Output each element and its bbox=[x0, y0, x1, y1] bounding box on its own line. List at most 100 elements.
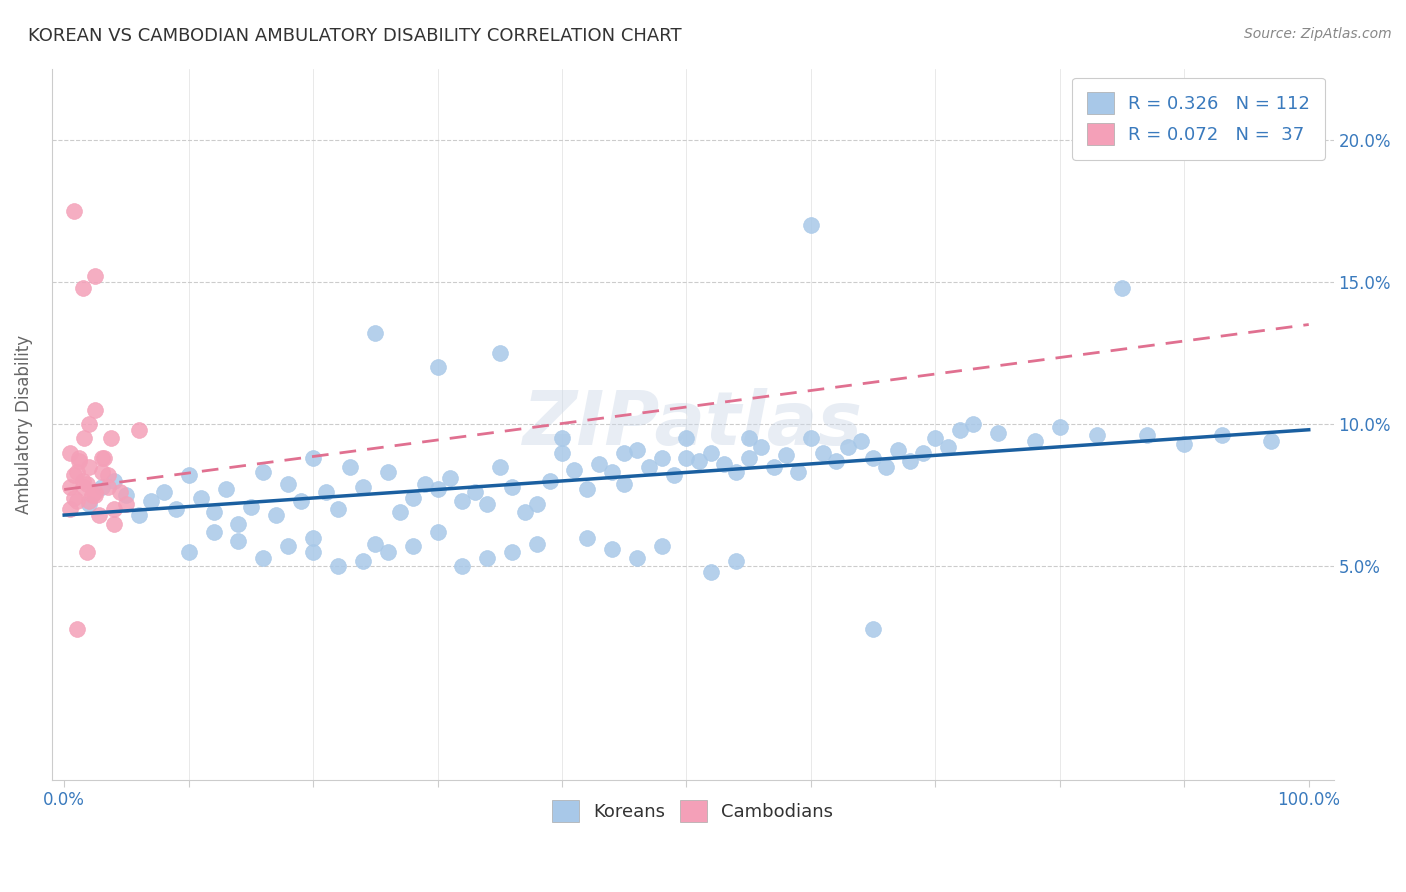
Point bbox=[66, 494, 89, 508]
Point bbox=[675, 431, 697, 445]
Point bbox=[538, 474, 561, 488]
Point bbox=[900, 454, 922, 468]
Point bbox=[413, 476, 436, 491]
Point bbox=[100, 431, 122, 445]
Point bbox=[302, 451, 325, 466]
Point bbox=[97, 480, 120, 494]
Point bbox=[1049, 420, 1071, 434]
Point bbox=[202, 505, 225, 519]
Point bbox=[84, 402, 107, 417]
Point bbox=[849, 434, 872, 449]
Point bbox=[93, 451, 115, 466]
Point bbox=[911, 445, 934, 459]
Point bbox=[862, 451, 884, 466]
Point bbox=[165, 502, 187, 516]
Point bbox=[1260, 434, 1282, 449]
Point bbox=[152, 485, 174, 500]
Point bbox=[575, 531, 598, 545]
Point bbox=[290, 494, 312, 508]
Point bbox=[315, 485, 337, 500]
Point bbox=[464, 485, 486, 500]
Point bbox=[501, 480, 523, 494]
Point bbox=[600, 466, 623, 480]
Point bbox=[252, 550, 274, 565]
Point bbox=[84, 269, 107, 284]
Point bbox=[177, 545, 200, 559]
Point bbox=[700, 565, 723, 579]
Point bbox=[962, 417, 984, 431]
Point bbox=[787, 466, 810, 480]
Point bbox=[77, 417, 100, 431]
Point bbox=[128, 423, 150, 437]
Point bbox=[987, 425, 1010, 440]
Point bbox=[97, 468, 120, 483]
Point bbox=[67, 451, 90, 466]
Point bbox=[128, 508, 150, 522]
Point bbox=[501, 545, 523, 559]
Point bbox=[302, 531, 325, 545]
Text: Source: ZipAtlas.com: Source: ZipAtlas.com bbox=[1244, 27, 1392, 41]
Point bbox=[63, 491, 86, 505]
Point bbox=[1136, 428, 1159, 442]
Point bbox=[936, 440, 959, 454]
Point bbox=[177, 468, 200, 483]
Point bbox=[1085, 428, 1108, 442]
Point bbox=[115, 488, 138, 502]
Point bbox=[63, 468, 86, 483]
Point bbox=[352, 480, 374, 494]
Point bbox=[252, 466, 274, 480]
Point bbox=[862, 622, 884, 636]
Point bbox=[762, 459, 785, 474]
Point bbox=[66, 466, 89, 480]
Point bbox=[326, 502, 349, 516]
Point bbox=[738, 451, 761, 466]
Point bbox=[90, 466, 112, 480]
Point bbox=[77, 497, 100, 511]
Point bbox=[364, 536, 387, 550]
Point bbox=[613, 476, 636, 491]
Point bbox=[613, 445, 636, 459]
Point bbox=[72, 280, 94, 294]
Point bbox=[451, 559, 474, 574]
Point bbox=[76, 545, 98, 559]
Point bbox=[651, 540, 673, 554]
Point bbox=[700, 445, 723, 459]
Point bbox=[339, 459, 361, 474]
Point bbox=[662, 468, 685, 483]
Point bbox=[202, 525, 225, 540]
Point bbox=[575, 483, 598, 497]
Point bbox=[588, 457, 610, 471]
Point bbox=[949, 423, 972, 437]
Point bbox=[688, 454, 710, 468]
Point bbox=[713, 457, 735, 471]
Point bbox=[77, 494, 100, 508]
Point bbox=[264, 508, 287, 522]
Point bbox=[72, 480, 94, 494]
Point bbox=[87, 508, 110, 522]
Point bbox=[66, 622, 89, 636]
Point bbox=[80, 488, 103, 502]
Point bbox=[526, 497, 548, 511]
Point bbox=[551, 431, 574, 445]
Point bbox=[103, 474, 125, 488]
Point bbox=[513, 505, 536, 519]
Point bbox=[439, 471, 461, 485]
Point bbox=[800, 218, 823, 232]
Point bbox=[76, 476, 98, 491]
Point bbox=[1024, 434, 1046, 449]
Point bbox=[837, 440, 859, 454]
Point bbox=[90, 480, 112, 494]
Point bbox=[190, 491, 212, 505]
Text: KOREAN VS CAMBODIAN AMBULATORY DISABILITY CORRELATION CHART: KOREAN VS CAMBODIAN AMBULATORY DISABILIT… bbox=[28, 27, 682, 45]
Point bbox=[215, 483, 238, 497]
Point bbox=[426, 360, 449, 375]
Point bbox=[277, 476, 299, 491]
Point bbox=[1211, 428, 1233, 442]
Point bbox=[800, 431, 823, 445]
Point bbox=[402, 540, 425, 554]
Point bbox=[228, 533, 250, 548]
Point bbox=[59, 445, 82, 459]
Point bbox=[364, 326, 387, 340]
Point bbox=[63, 203, 86, 218]
Point bbox=[924, 431, 946, 445]
